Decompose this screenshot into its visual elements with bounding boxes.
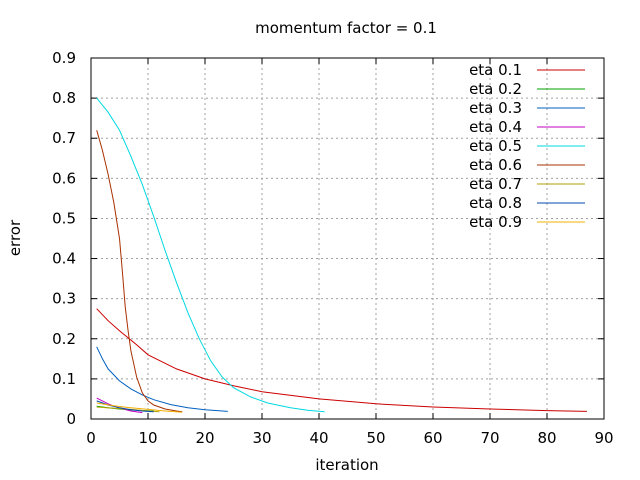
- series-line: [96, 346, 228, 412]
- y-axis-label: error: [6, 219, 24, 256]
- chart-title: momentum factor = 0.1: [255, 19, 437, 37]
- x-tick-label: 20: [195, 429, 214, 447]
- x-tick-label: 40: [309, 429, 328, 447]
- series-line: [96, 402, 183, 413]
- y-tick-label: 0.5: [52, 209, 76, 227]
- plot-area-border: [90, 57, 605, 420]
- y-tick-label: 0.4: [52, 250, 76, 268]
- x-tick-label: 30: [252, 429, 271, 447]
- legend-label: eta 0.5: [469, 137, 522, 155]
- series-line: [96, 308, 587, 412]
- legend-label: eta 0.7: [469, 175, 522, 193]
- x-tick-label: 80: [537, 429, 556, 447]
- x-tick-label: 70: [480, 429, 499, 447]
- x-tick-label: 10: [138, 429, 157, 447]
- legend-label: eta 0.8: [469, 194, 522, 212]
- grid: [91, 58, 604, 419]
- legend-label: eta 0.4: [469, 118, 522, 136]
- y-tick-label: 0.7: [52, 129, 76, 147]
- series-lines: [96, 97, 587, 414]
- y-tick-label: 0.8: [52, 89, 76, 107]
- y-tick-label: 0: [66, 410, 76, 428]
- x-axis: 0 10 20 30 40 50 60 70 80 90: [86, 58, 614, 447]
- y-tick-label: 0.2: [52, 330, 76, 348]
- legend-label: eta 0.1: [469, 61, 522, 79]
- series-line: [96, 130, 183, 413]
- legend-label: eta 0.6: [469, 156, 522, 174]
- x-tick-label: 60: [423, 429, 442, 447]
- series-line: [96, 97, 325, 413]
- legend-label: eta 0.3: [469, 99, 522, 117]
- y-axis: 0 0.1 0.2 0.3 0.4 0.5 0.6 0.7 0.8 0.9: [52, 49, 604, 428]
- x-axis-label: iteration: [315, 456, 378, 474]
- y-tick-label: 0.3: [52, 290, 76, 308]
- x-tick-label: 50: [366, 429, 385, 447]
- y-tick-label: 0.9: [52, 49, 76, 67]
- legend-label: eta 0.2: [469, 80, 522, 98]
- x-tick-label: 90: [594, 429, 613, 447]
- y-tick-label: 0.6: [52, 169, 76, 187]
- y-tick-label: 0.1: [52, 370, 76, 388]
- x-tick-label: 0: [86, 429, 96, 447]
- legend-label: eta 0.9: [469, 213, 522, 231]
